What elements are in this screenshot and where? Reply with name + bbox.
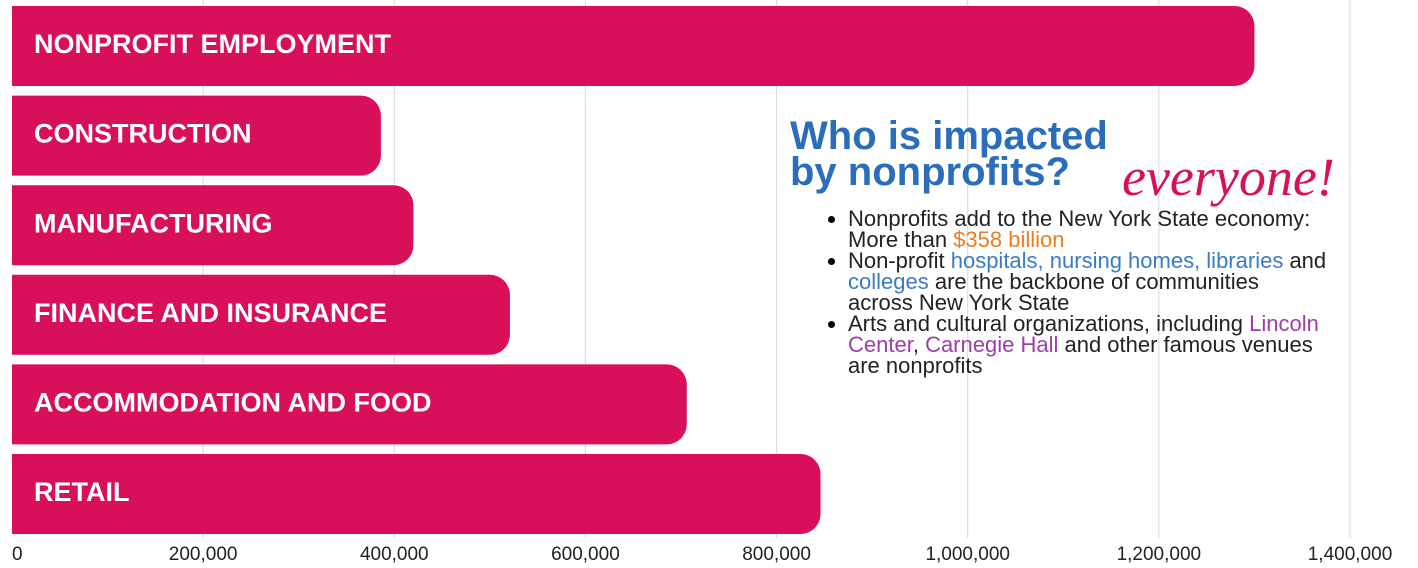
x-tick-label: 0 [12, 544, 23, 565]
grid [202, 0, 1351, 538]
category-label: ACCOMMODATION AND FOOD [34, 388, 431, 418]
heading: Who is impacted by nonprofits? [790, 114, 1370, 194]
bar [12, 274, 510, 355]
heading-line: by nonprofits? [790, 150, 1070, 194]
bullet-text: Lincoln Center [848, 311, 1319, 357]
bullet-text: hospitals, nursing homes, libraries [950, 248, 1284, 273]
bullet-text: Non-profit [848, 248, 951, 273]
category-label: FINANCE AND INSURANCE [34, 298, 387, 328]
bar [12, 364, 687, 445]
bar [12, 454, 821, 534]
x-tick-label: 400,000 [360, 544, 429, 565]
bar [12, 95, 381, 176]
category-label: CONSTRUCTION [34, 119, 252, 149]
bullet-text: and other famous venues are nonprofits [848, 332, 1313, 378]
x-tick-label: 600,000 [551, 544, 620, 565]
bullet: Non-profit hospitals, nursing homes, lib… [848, 248, 1328, 315]
category-label: NONPROFIT EMPLOYMENT [34, 29, 392, 59]
category-label: MANUFACTURING [34, 208, 272, 238]
category-label: RETAIL [34, 477, 130, 507]
heading-line: Who is impacted [790, 114, 1108, 158]
bullet-text: and [1283, 248, 1327, 273]
x-tick-label: 1,400,000 [1308, 544, 1393, 565]
bullet-text: , [912, 332, 926, 357]
accent-text: everyone! [1122, 147, 1335, 207]
bullet: Nonprofits add to the New York State eco… [848, 206, 1328, 252]
bar [12, 185, 414, 266]
bullet-text: Nonprofits add to the New York State eco… [848, 206, 1311, 252]
bullet-text: colleges [848, 269, 929, 294]
x-tick-label: 800,000 [742, 544, 811, 565]
bullet-text: Carnegie Hall [925, 332, 1059, 357]
x-tick-label: 1,000,000 [925, 544, 1010, 565]
info-panel: Who is impacted by nonprofits? everyone! … [790, 114, 1370, 378]
bullet-text: are the backbone of communities across N… [848, 269, 1259, 315]
x-tick-label: 200,000 [169, 544, 238, 565]
bullet-text: $358 billion [953, 227, 1065, 252]
bullet-list: Nonprofits add to the New York State eco… [790, 206, 1328, 378]
bullet-text: Arts and cultural organizations, includi… [848, 311, 1250, 336]
bullet: Arts and cultural organizations, includi… [848, 311, 1328, 378]
bar [12, 6, 1255, 86]
x-tick-label: 1,200,000 [1117, 544, 1202, 565]
